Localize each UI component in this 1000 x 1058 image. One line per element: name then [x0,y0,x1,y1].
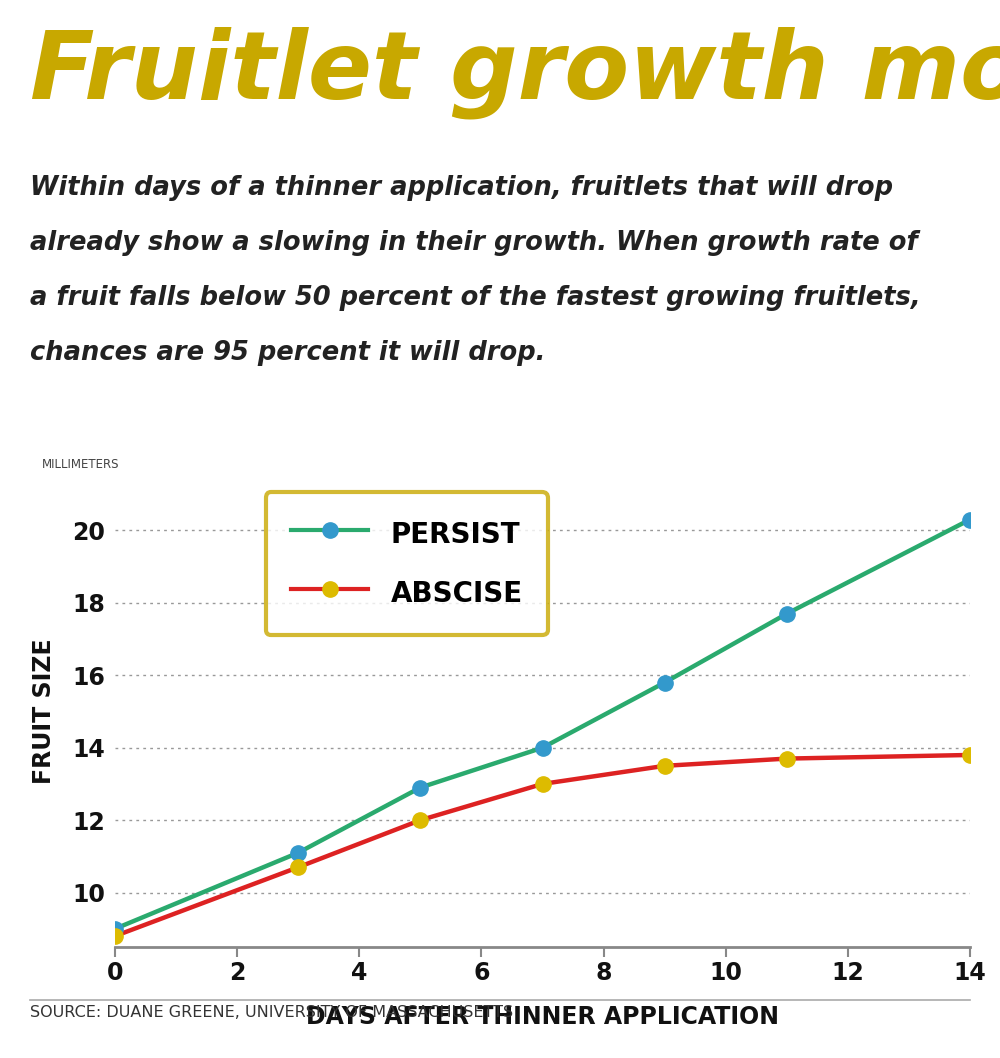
X-axis label: DAYS AFTER THINNER APPLICATION: DAYS AFTER THINNER APPLICATION [306,1005,779,1029]
Text: Within days of a thinner application, fruitlets that will drop: Within days of a thinner application, fr… [30,175,893,201]
Text: already show a slowing in their growth. When growth rate of: already show a slowing in their growth. … [30,230,918,256]
Text: SOURCE: DUANE GREENE, UNIVERSITY OF MASSACHUSETTS: SOURCE: DUANE GREENE, UNIVERSITY OF MASS… [30,1005,513,1020]
Text: Fruitlet growth model: Fruitlet growth model [30,26,1000,118]
Text: MILLIMETERS: MILLIMETERS [42,458,120,472]
Text: a fruit falls below 50 percent of the fastest growing fruitlets,: a fruit falls below 50 percent of the fa… [30,285,921,311]
Legend: PERSIST, ABSCISE: PERSIST, ABSCISE [266,492,548,635]
Y-axis label: FRUIT SIZE: FRUIT SIZE [32,639,56,784]
Text: chances are 95 percent it will drop.: chances are 95 percent it will drop. [30,340,545,366]
